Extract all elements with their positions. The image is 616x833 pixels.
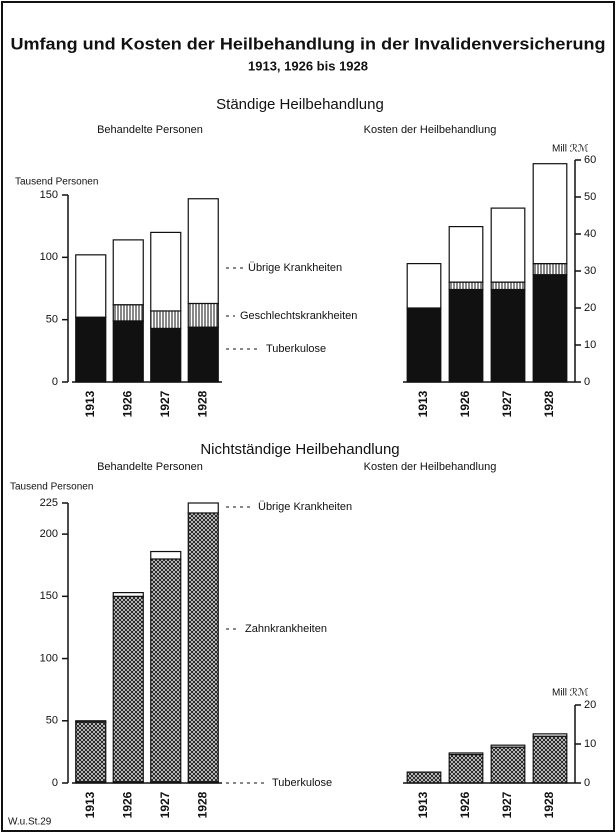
- y-tick-label: 20: [584, 302, 596, 314]
- y-axis-label: Tausend Personen: [15, 177, 98, 188]
- x-tick-label: 1927: [500, 390, 514, 417]
- bar-segment: [448, 752, 484, 756]
- x-tick-label: 1928: [195, 390, 209, 417]
- bar-segment: [150, 558, 182, 783]
- bar-segment: [112, 595, 144, 783]
- bar-segment: [75, 720, 107, 723]
- y-tick-label: 150: [40, 590, 58, 602]
- bar-segment: [448, 281, 484, 291]
- bar-segment: [532, 263, 568, 276]
- bar-segment: [112, 320, 144, 383]
- y-tick-label: 225: [40, 497, 58, 509]
- bar-segment: [406, 771, 442, 784]
- bar-segment: [112, 304, 144, 322]
- bar-segment: [187, 326, 219, 383]
- y-tick-label: 200: [40, 528, 58, 540]
- bar-segment: [187, 302, 219, 328]
- bar-segment: [532, 163, 568, 265]
- bar-segment: [448, 753, 484, 784]
- y-tick-label: 0: [52, 777, 58, 789]
- chart-subtitle: Kosten der Heilbehandlung: [364, 124, 497, 136]
- x-tick-label: 1913: [416, 390, 430, 417]
- section-title: Ständige Heilbehandlung: [216, 96, 384, 113]
- y-tick-label: 10: [584, 339, 596, 351]
- x-tick-label: 1928: [542, 390, 556, 417]
- x-tick-label: 1913: [416, 791, 430, 818]
- y-tick-label: 50: [584, 191, 596, 203]
- x-tick-label: 1926: [120, 791, 134, 818]
- legend-label: Zahnkrankheiten: [245, 623, 327, 635]
- y-tick-label: 50: [46, 314, 58, 326]
- bar-segment: [75, 254, 107, 318]
- y-tick-label: 30: [584, 265, 596, 277]
- y-tick-label: 150: [40, 189, 58, 201]
- x-tick-label: 1913: [83, 791, 97, 818]
- x-tick-label: 1928: [195, 791, 209, 818]
- bar-segment: [406, 307, 442, 383]
- bar-segment: [150, 550, 182, 560]
- bar-segment: [112, 591, 144, 597]
- chart-subtitle: Kosten der Heilbehandlung: [364, 461, 497, 473]
- x-tick-label: 1926: [458, 791, 472, 818]
- chart-subtitle: 1913, 1926 bis 1928: [248, 58, 368, 73]
- y-tick-label: 20: [584, 699, 596, 711]
- bar-segment: [150, 327, 182, 383]
- bar-segment: [448, 288, 484, 383]
- bar-segment: [490, 281, 526, 291]
- x-tick-label: 1928: [542, 791, 556, 818]
- bar-segment: [187, 198, 219, 305]
- bar-segment: [406, 263, 442, 309]
- bar-segment: [490, 288, 526, 383]
- y-tick-label: 100: [40, 251, 58, 263]
- x-tick-label: 1927: [158, 390, 172, 417]
- y-axis-label: Tausend Personen: [10, 482, 93, 493]
- legend-label: Übrige Krankheiten: [258, 501, 352, 513]
- y-tick-label: 10: [584, 738, 596, 750]
- x-tick-label: 1927: [500, 791, 514, 818]
- y-tick-label: 100: [40, 652, 58, 664]
- y-axis-label: Mill ℛℳ: [552, 144, 589, 155]
- legend-label: Tuberkulose: [266, 343, 326, 355]
- x-tick-label: 1926: [458, 390, 472, 417]
- x-tick-label: 1927: [158, 791, 172, 818]
- bar-segment: [112, 239, 144, 306]
- bar-segment: [187, 512, 219, 783]
- x-tick-label: 1913: [83, 390, 97, 417]
- x-tick-label: 1926: [120, 390, 134, 417]
- chart-subtitle: Behandelte Personen: [97, 124, 203, 136]
- y-tick-label: 40: [584, 228, 596, 240]
- y-axis-label: Mill ℛℳ: [552, 688, 589, 699]
- bar-segment: [448, 226, 484, 283]
- bar-segment: [532, 735, 568, 784]
- y-tick-label: 0: [584, 777, 590, 789]
- chart-title: Umfang und Kosten der Heilbehandlung in …: [11, 34, 606, 53]
- y-tick-label: 60: [584, 154, 596, 166]
- legend-label: Tuberkulose: [272, 777, 332, 789]
- bar-segment: [532, 274, 568, 383]
- y-tick-label: 50: [46, 715, 58, 727]
- bar-segment: [532, 733, 568, 737]
- legend-label: Übrige Krankheiten: [248, 262, 342, 274]
- footer: W.u.St.29: [8, 817, 52, 828]
- chart-subtitle: Behandelte Personen: [97, 461, 203, 473]
- bar-segment: [490, 744, 526, 748]
- bar-segment: [490, 746, 526, 784]
- bar-segment: [75, 316, 107, 383]
- bar-segment: [150, 231, 182, 312]
- y-tick-label: 0: [52, 376, 58, 388]
- y-tick-label: 0: [584, 376, 590, 388]
- bar-segment: [490, 207, 526, 283]
- bar-segment: [75, 721, 107, 783]
- bar-segment: [187, 502, 219, 514]
- bar-segment: [150, 310, 182, 329]
- section-title: Nichtständige Heilbehandlung: [200, 441, 399, 458]
- legend-label: Geschlechtskrankheiten: [240, 310, 357, 322]
